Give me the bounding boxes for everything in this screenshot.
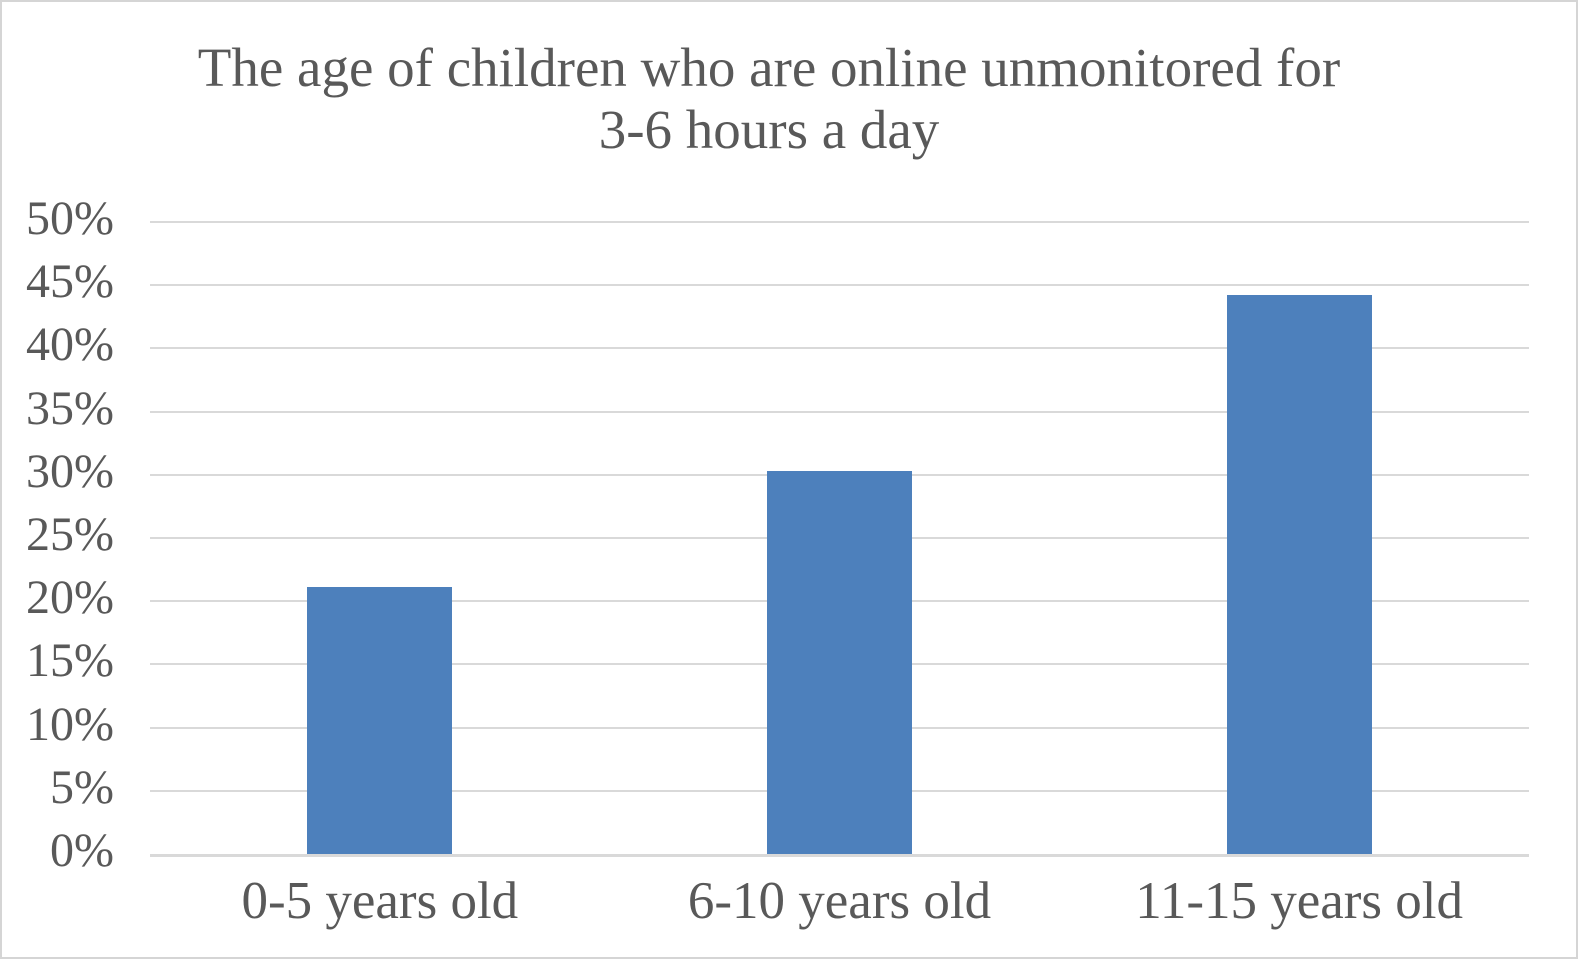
y-tick-label: 50% xyxy=(26,192,114,245)
y-tick-label: 15% xyxy=(26,634,114,688)
y-tick-label: 0% xyxy=(50,824,114,877)
chart-title-line-1: The age of children who are online unmon… xyxy=(197,37,1341,98)
gridline xyxy=(150,347,1529,350)
y-tick-label: 45% xyxy=(26,255,114,309)
bar xyxy=(1226,295,1372,854)
gridline xyxy=(150,284,1529,287)
x-category-label: 6-10 years old xyxy=(687,872,992,930)
plot-area xyxy=(150,221,1529,857)
y-tick-label: 35% xyxy=(26,381,114,435)
chart-title: The age of children who are online unmon… xyxy=(2,37,1536,161)
chart-title-line-2: 3-6 hours a day xyxy=(598,99,940,160)
y-tick-label: 20% xyxy=(26,571,114,625)
gridline xyxy=(150,221,1529,223)
y-tick-label: 10% xyxy=(26,697,114,751)
y-tick-label: 40% xyxy=(26,318,114,372)
x-category-label: 0-5 years old xyxy=(241,872,519,930)
bar xyxy=(307,587,453,854)
y-tick-label: 30% xyxy=(26,444,114,498)
x-category-label: 11-15 years old xyxy=(1135,872,1464,930)
y-tick-label: 25% xyxy=(26,508,114,561)
bar xyxy=(767,471,912,854)
gridline xyxy=(150,410,1529,413)
y-tick-label: 5% xyxy=(50,760,114,814)
x-axis-line xyxy=(150,854,1529,857)
